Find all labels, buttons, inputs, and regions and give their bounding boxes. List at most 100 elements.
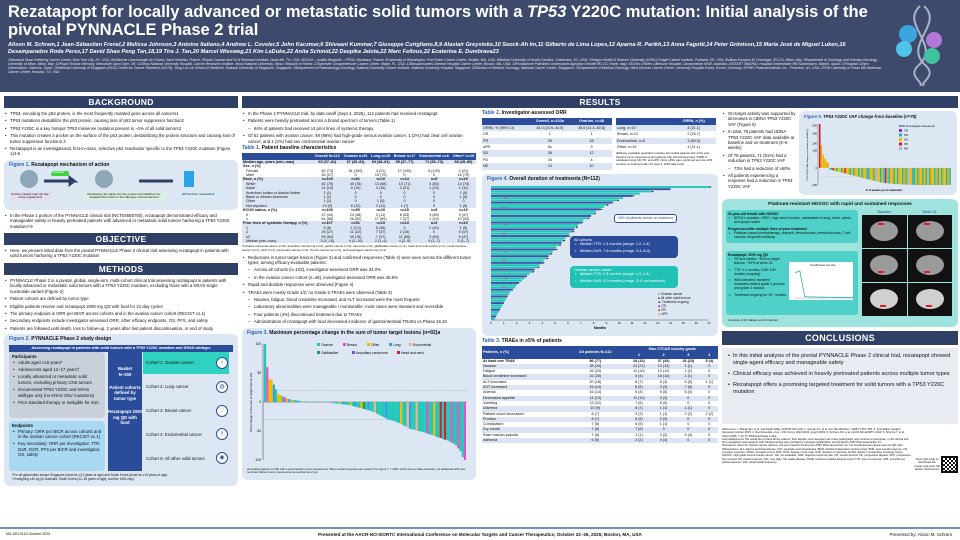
patient-bar (491, 230, 572, 233)
cell: 61 (56) (321, 217, 334, 222)
vaf-bar (861, 168, 863, 179)
cell: 0 (354, 172, 357, 177)
cell: Pruritus (482, 416, 565, 423)
waterfall-bar (356, 402, 359, 408)
patient-bar (491, 217, 588, 220)
response-marker (503, 259, 505, 262)
callout-item: Median DoR: 7.6 months (range: 3.4–8.0) (574, 249, 674, 254)
organ-icon: ♡ (216, 404, 228, 417)
table-row: ECOG status, n (%) n=108 n=50 n=19 n=15 n=5 n=… (242, 208, 476, 212)
cell: 16 (14) (564, 385, 627, 391)
cohort-label: Cohort 1: Ovarian cancer (146, 360, 195, 366)
figure-1: Figure 1. Rezatapopt mechanism of action… (4, 159, 238, 210)
waterfall-bar (378, 402, 381, 415)
waterfall-bar (419, 402, 423, 432)
table-row: Decreased appetite 14 (13) 11 (10) 3 (3) 0 0 (482, 395, 718, 401)
patient-bar (491, 299, 506, 302)
bullet: BRCA1 mutation, HRD+, high tumor burden,… (728, 216, 856, 224)
column-header: Overall, n=103a (528, 118, 571, 125)
table-row: Race, n (%) n=108 n=51 n=19 n=14 n=5 n=19 (242, 177, 476, 182)
waterfall-bar (382, 402, 385, 418)
ongoing-arrow-icon (555, 248, 558, 251)
cell: 13 (68) (369, 181, 392, 187)
cell: n=107 (312, 221, 342, 226)
methods-bullets: PYNNACLE Phase 2 is a pivotal, global, s… (4, 278, 238, 332)
all-cohorts-callout: All cohorts Median TTR: 1.3 months (rang… (570, 235, 678, 258)
cell: 2 (2) (626, 438, 652, 444)
y-axis-label: TP53 Y220C VAF change from baseline in c… (806, 129, 809, 181)
x-tick-label: 17 (707, 321, 711, 325)
vaf-bar (930, 168, 933, 186)
ongoing-arrow-icon (537, 266, 540, 269)
table-title: Patient baseline characteristics (261, 145, 337, 152)
bullet: Rezatapopt is an investigational, first-… (4, 146, 238, 157)
vaf-bar (895, 168, 897, 185)
waterfall-bar (452, 402, 456, 444)
cell: 7 (6) (675, 385, 701, 391)
references-block: References: 1. Baugh EH, et al. Cell Dea… (722, 428, 958, 473)
qr-code-icon[interactable] (941, 456, 958, 473)
bullet: On-target activity was supported by decr… (722, 111, 796, 127)
cell: 1 (5) (450, 225, 476, 231)
grade-header: 2 (651, 352, 676, 359)
grade-header: 1 (626, 352, 652, 359)
mechanism-diagram (20, 169, 194, 188)
cell: 0 (675, 427, 701, 433)
cell: n=5 (417, 177, 451, 182)
table-row: At least one TRAE 86 (77) 18 (16) 37 (33) 26… (482, 359, 718, 364)
cell: 0 (417, 199, 451, 204)
y-tick-label: 400 (812, 132, 817, 136)
cell: AST increased (482, 385, 565, 391)
patient-bar (491, 293, 509, 296)
ct-scan-grid: Baseline Week 24 (862, 210, 952, 317)
legend-label: Other (371, 343, 380, 347)
drug-pill-icon (51, 170, 69, 176)
vaf-bar (837, 168, 840, 173)
legend-label: Gallbladder (321, 351, 339, 355)
cell: 0 (391, 225, 418, 231)
patient-bar (491, 185, 709, 188)
x-tick-label: 4 (541, 321, 543, 325)
column-header: ORRb, n (%) (671, 118, 716, 125)
cell: 3 (60) (417, 234, 451, 240)
protein-dna-illustration-icon (896, 5, 942, 86)
waterfall-bar (415, 402, 418, 431)
patient-bar (491, 311, 499, 313)
cell: 2 (40) (417, 225, 451, 231)
conclusion: Clinical efficacy was achieved in heavil… (727, 371, 953, 378)
cell: 0 (700, 416, 718, 423)
waterfall-bar (340, 402, 344, 405)
cell: White (242, 181, 313, 187)
cell: 0 (687, 400, 690, 405)
vaf-bar (942, 168, 945, 186)
patient-bar (491, 221, 581, 224)
patient-bar (491, 210, 597, 213)
cell: 6 (5) (659, 400, 668, 405)
legend-symbol-icon: ■ (658, 291, 660, 296)
cell: Race, n (%) (242, 177, 313, 182)
patient-bar (491, 266, 538, 269)
vaf-bar (910, 168, 912, 186)
x-tick-label: 1 (503, 321, 505, 325)
legend-label: All other solid tumors (660, 295, 691, 300)
cell: n=19 (376, 208, 385, 213)
table-row: Blood creatinine increased 22 (20) 5 (4) 16… (482, 374, 718, 380)
waterfall-chart: 100 50 0 -50 -100 Best change in the sum of t… (249, 342, 467, 462)
patient-bar (491, 192, 640, 195)
vaf-bar (923, 168, 926, 186)
figure-5: Figure 5. TP53 Y220C VAF change from bas… (799, 111, 957, 195)
vaf-bar (841, 168, 843, 174)
waterfall-bar (294, 400, 297, 403)
cell: 3 (21) (391, 186, 418, 191)
cell: 14 (13) (564, 395, 627, 401)
table-row: Other, n=19 4 (21.1) (616, 144, 716, 150)
vaf-bar (824, 158, 826, 169)
vaf-bar (937, 168, 939, 186)
legend-label: Lung (393, 343, 401, 347)
legend-label: CR (661, 303, 666, 308)
table-label: Table 2. (482, 110, 501, 116)
cell: 15 (79) (374, 172, 387, 177)
cell: 1 (1) (312, 190, 342, 195)
background-bullets: TP53, encoding the p53 protein, is the m… (4, 111, 238, 157)
patient-bar (491, 315, 497, 318)
